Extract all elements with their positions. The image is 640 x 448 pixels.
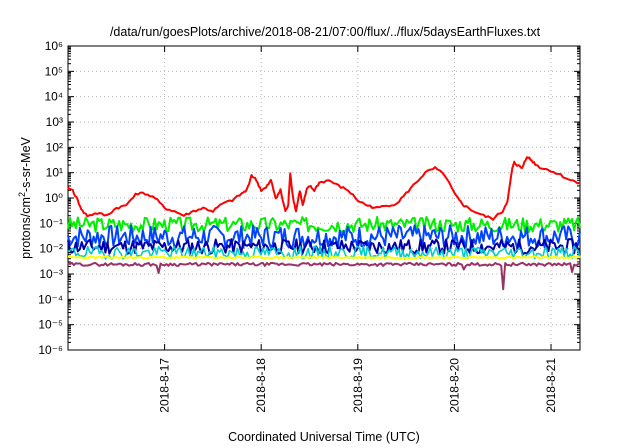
series-line-3: [67, 238, 581, 256]
x-tick-label: 2018-8-18: [254, 358, 268, 413]
series-line-4: [67, 245, 581, 260]
series-line-0: [67, 156, 581, 221]
y-tick-label: 10⁰: [45, 191, 63, 205]
chart-title: /data/run/goesPlots/archive/2018-08-21/0…: [110, 25, 541, 39]
x-axis: 2018-8-17 2018-8-18 2018-8-19 2018-8-20 2018…: [158, 46, 558, 413]
y-axis-label-superscript: 2: [17, 192, 27, 197]
y-tick-label: 10⁵: [45, 64, 63, 78]
series-lines: [67, 156, 581, 291]
y-tick-label: 10⁴: [44, 90, 63, 104]
y-tick-label: 10⁻²: [39, 242, 63, 256]
y-tick-label: 10⁶: [45, 39, 63, 53]
y-tick-label: 10³: [46, 115, 63, 129]
x-tick-label: 2018-8-21: [544, 358, 558, 413]
y-axis-label-main: protons/cm: [19, 197, 33, 259]
y-tick-label: 10¹: [46, 166, 63, 180]
x-tick-label: 2018-8-20: [447, 358, 461, 413]
y-tick-label: 10²: [46, 140, 63, 154]
x-axis-label: Coordinated Universal Time (UTC): [228, 430, 420, 444]
y-axis-label-units: -s-sr-MeV: [19, 136, 33, 192]
y-tick-label: 10⁻⁶: [38, 343, 63, 357]
y-tick-label: 10⁻⁴: [38, 292, 63, 306]
y-tick-label: 10⁻⁵: [38, 318, 63, 332]
x-tick-label: 2018-8-17: [158, 358, 172, 413]
y-tick-label: 10⁻³: [39, 267, 63, 281]
series-line-2: [67, 224, 581, 249]
x-tick-label: 2018-8-19: [351, 358, 365, 413]
series-line-5: [67, 255, 581, 260]
series-line-1: [67, 215, 581, 234]
y-axis: 10⁻⁶ 10⁻⁵ 10⁻⁴ 10⁻³ 10⁻² 10⁻¹ 10⁰ 10¹ 10² 10³ 10⁴ 1…: [38, 39, 580, 357]
series-line-6: [67, 261, 581, 291]
y-tick-label: 10⁻¹: [39, 216, 63, 230]
y-axis-label: protons/cm2-s-sr-MeV: [17, 136, 33, 258]
grid-lines: [68, 46, 580, 350]
